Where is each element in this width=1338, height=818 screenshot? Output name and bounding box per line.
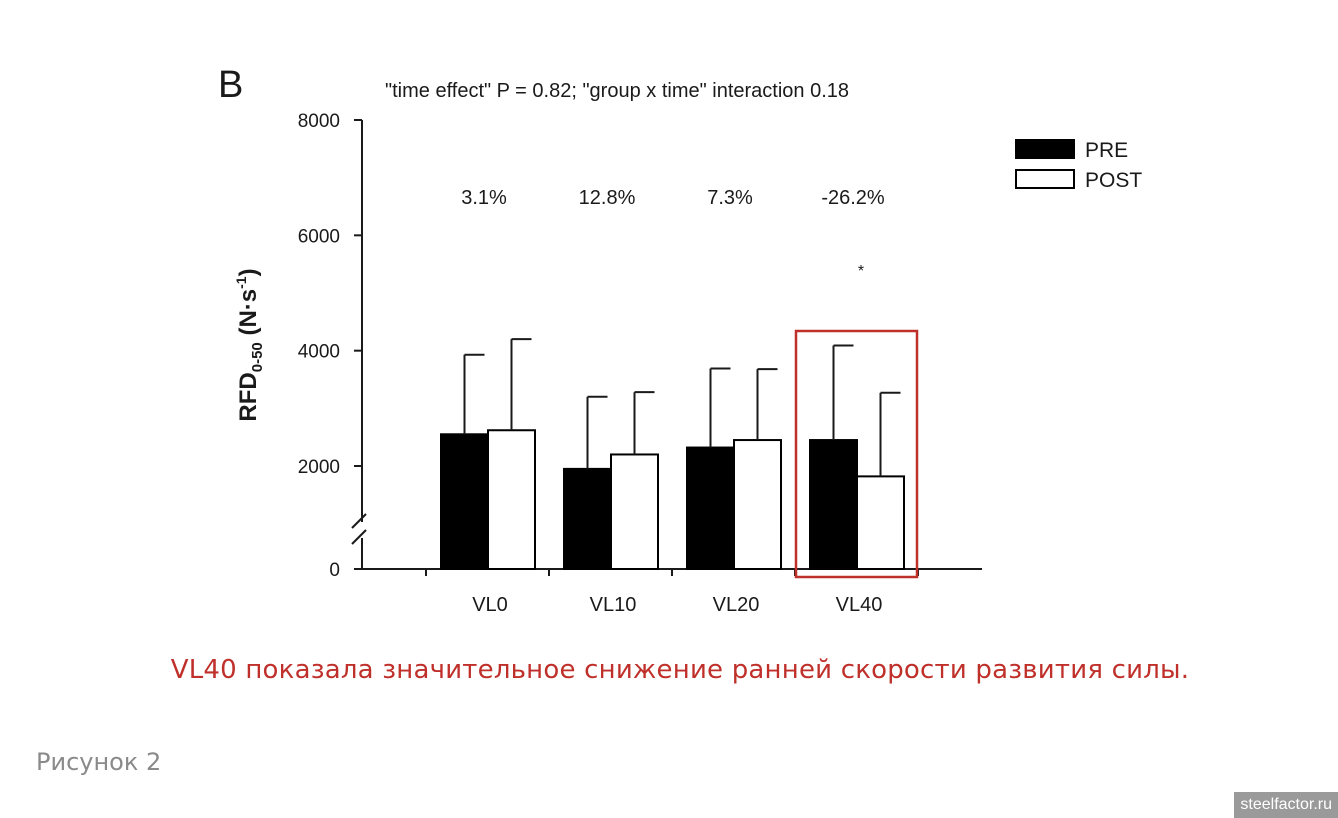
y-axis-label-main: RFD bbox=[235, 372, 262, 421]
panel-label: B bbox=[218, 64, 243, 106]
highlight-box bbox=[794, 329, 919, 579]
axes: 0 2000 4000 6000 8000 VL0 VL10 VL20 VL40 bbox=[298, 111, 982, 616]
percent-change-label: 12.8% bbox=[579, 187, 636, 209]
axis-break-mark bbox=[351, 513, 367, 529]
bar-post bbox=[856, 475, 905, 571]
bar-pre bbox=[563, 467, 612, 570]
bar-pre bbox=[440, 433, 489, 570]
legend: PRE POST bbox=[1015, 139, 1142, 192]
y-axis-label: RFD0-50 (N·s-1) bbox=[233, 268, 266, 421]
x-tick-label: VL20 bbox=[713, 594, 760, 616]
y-tick-label: 6000 bbox=[298, 226, 340, 247]
y-tick-label: 2000 bbox=[298, 457, 340, 478]
bars bbox=[440, 338, 905, 571]
watermark: steelfactor.ru bbox=[1234, 792, 1338, 818]
x-tick-label: VL40 bbox=[836, 594, 883, 616]
bar-post bbox=[487, 429, 536, 570]
x-tick-label: VL10 bbox=[590, 594, 637, 616]
bar-pre bbox=[809, 439, 858, 570]
bar-post bbox=[733, 439, 782, 570]
y-axis-label-units: (N·s bbox=[235, 289, 262, 342]
percent-change-label: 7.3% bbox=[707, 187, 753, 209]
chart-title: "time effect" P = 0.82; "group x time" i… bbox=[385, 80, 849, 102]
svg-text:RFD0-50 (N·s-1): RFD0-50 (N·s-1) bbox=[233, 268, 266, 421]
bar-pre bbox=[686, 446, 735, 570]
x-tick-label: VL0 bbox=[472, 594, 508, 616]
annotations: 3.1% 12.8% 7.3% -26.2% * bbox=[461, 187, 919, 579]
axis-break-mark bbox=[351, 529, 367, 545]
y-axis-label-sub: 0-50 bbox=[249, 342, 266, 372]
legend-label-post: POST bbox=[1085, 169, 1142, 192]
y-tick-label: 8000 bbox=[298, 111, 340, 132]
figure-label: Рисунок 2 bbox=[36, 748, 162, 776]
caption: VL40 показала значительное снижение ранн… bbox=[170, 655, 1190, 685]
y-tick-label: 4000 bbox=[298, 342, 340, 363]
legend-label-pre: PRE bbox=[1085, 139, 1128, 162]
y-axis-label-close: ) bbox=[235, 268, 262, 276]
bar-post bbox=[610, 453, 659, 571]
percent-change-label: 3.1% bbox=[461, 187, 507, 209]
legend-swatch-pre bbox=[1015, 139, 1075, 159]
legend-swatch-post bbox=[1015, 169, 1075, 189]
y-tick-label: 0 bbox=[329, 560, 340, 581]
percent-change-label: -26.2% bbox=[821, 187, 885, 209]
significance-mark: * bbox=[858, 263, 864, 280]
y-axis-label-sup: -1 bbox=[233, 276, 249, 289]
chart: B "time effect" P = 0.82; "group x time"… bbox=[218, 64, 1142, 616]
